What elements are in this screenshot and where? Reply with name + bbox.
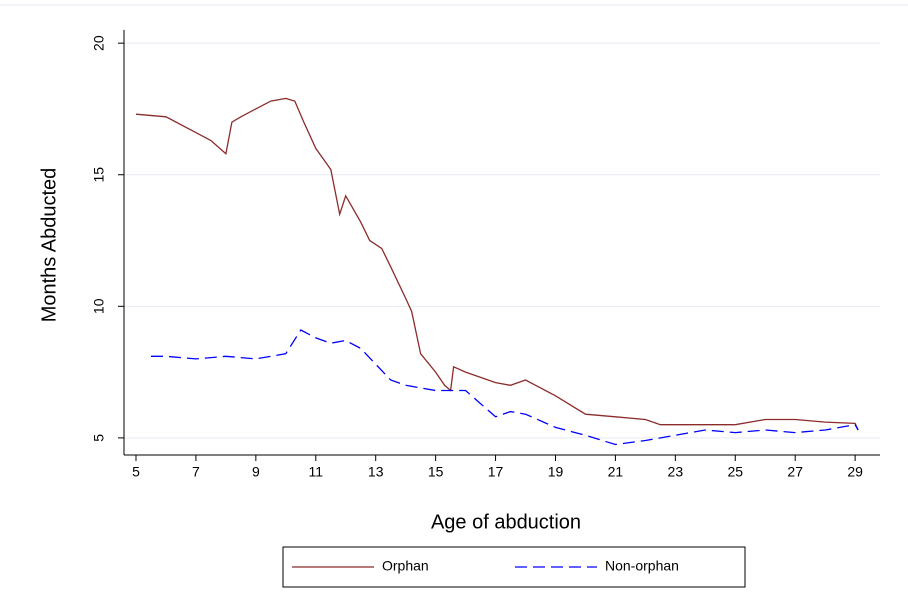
series-line bbox=[151, 329, 859, 446]
y-tick-label: 5 bbox=[91, 434, 107, 442]
x-axis-title: Age of abduction bbox=[431, 511, 581, 533]
x-tick-label: 7 bbox=[192, 464, 200, 480]
series-line bbox=[135, 97, 859, 431]
x-tick-label: 13 bbox=[368, 464, 384, 480]
x-tick-label: 5 bbox=[132, 464, 140, 480]
y-tick-label: 15 bbox=[91, 167, 107, 183]
y-tick-label: 20 bbox=[91, 35, 107, 51]
x-tick-label: 9 bbox=[252, 464, 260, 480]
y-tick-label: 10 bbox=[91, 298, 107, 314]
x-tick-label: 19 bbox=[548, 464, 564, 480]
legend-label: Orphan bbox=[382, 558, 429, 574]
y-axis-title: Months Abducted bbox=[38, 168, 60, 323]
x-tick-label: 15 bbox=[428, 464, 444, 480]
x-tick-label: 29 bbox=[847, 464, 863, 480]
x-tick-label: 23 bbox=[668, 464, 684, 480]
x-tick-label: 11 bbox=[308, 464, 323, 480]
legend-label: Non-orphan bbox=[605, 558, 679, 574]
legend-box bbox=[282, 546, 746, 588]
x-tick-label: 17 bbox=[488, 464, 504, 480]
x-tick-label: 21 bbox=[608, 464, 624, 480]
x-tick-label: 25 bbox=[727, 464, 743, 480]
x-tick-label: 27 bbox=[787, 464, 803, 480]
